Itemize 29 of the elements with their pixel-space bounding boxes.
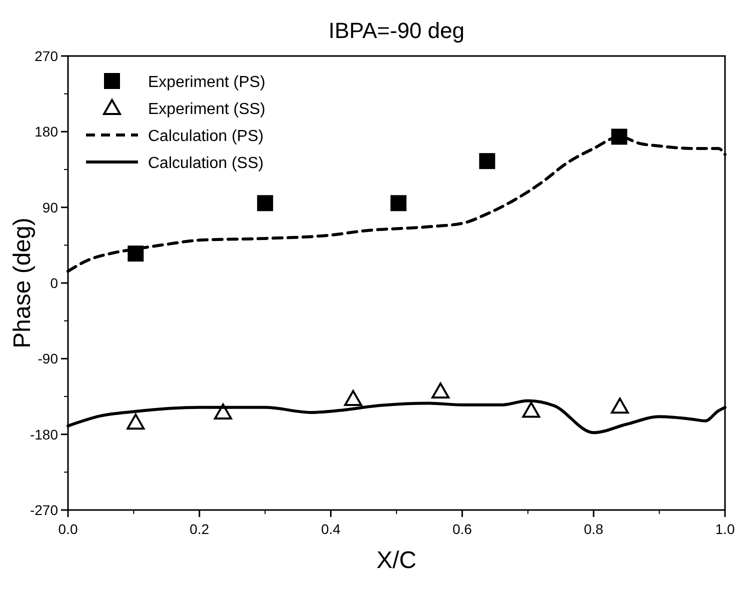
x-tick-label: 0.4 [321, 521, 341, 537]
chart-title: IBPA=-90 deg [328, 18, 464, 43]
x-tick-label: 1.0 [715, 521, 735, 537]
y-tick-label: -180 [30, 426, 58, 442]
point [479, 153, 496, 170]
y-axis-title: Phase (deg) [9, 218, 36, 348]
x-tick-label: 0.8 [584, 521, 604, 537]
point [257, 195, 274, 212]
legend-label: Experiment (SS) [148, 101, 266, 118]
y-tick-label: 0 [50, 275, 58, 291]
y-tick-label: -270 [30, 502, 58, 518]
point [214, 403, 232, 420]
legend-label: Experiment (PS) [148, 74, 266, 91]
x-tick-label: 0.6 [452, 521, 472, 537]
point [390, 195, 406, 212]
x-tick-label: 0.0 [58, 521, 78, 537]
point [522, 402, 540, 418]
point [126, 414, 145, 430]
point [610, 398, 629, 414]
legend-label: Calculation (PS) [148, 128, 264, 145]
y-tick-label: 90 [42, 199, 58, 216]
point [344, 390, 362, 406]
y-tick-label: 270 [34, 48, 58, 64]
legend-label: Calculation (SS) [148, 155, 264, 172]
x-tick-label: 0.2 [190, 521, 210, 537]
y-tick-label: -90 [38, 350, 58, 367]
x-axis-title: X/C [376, 547, 417, 574]
y-tick-label: 180 [34, 124, 58, 140]
point [432, 382, 450, 398]
